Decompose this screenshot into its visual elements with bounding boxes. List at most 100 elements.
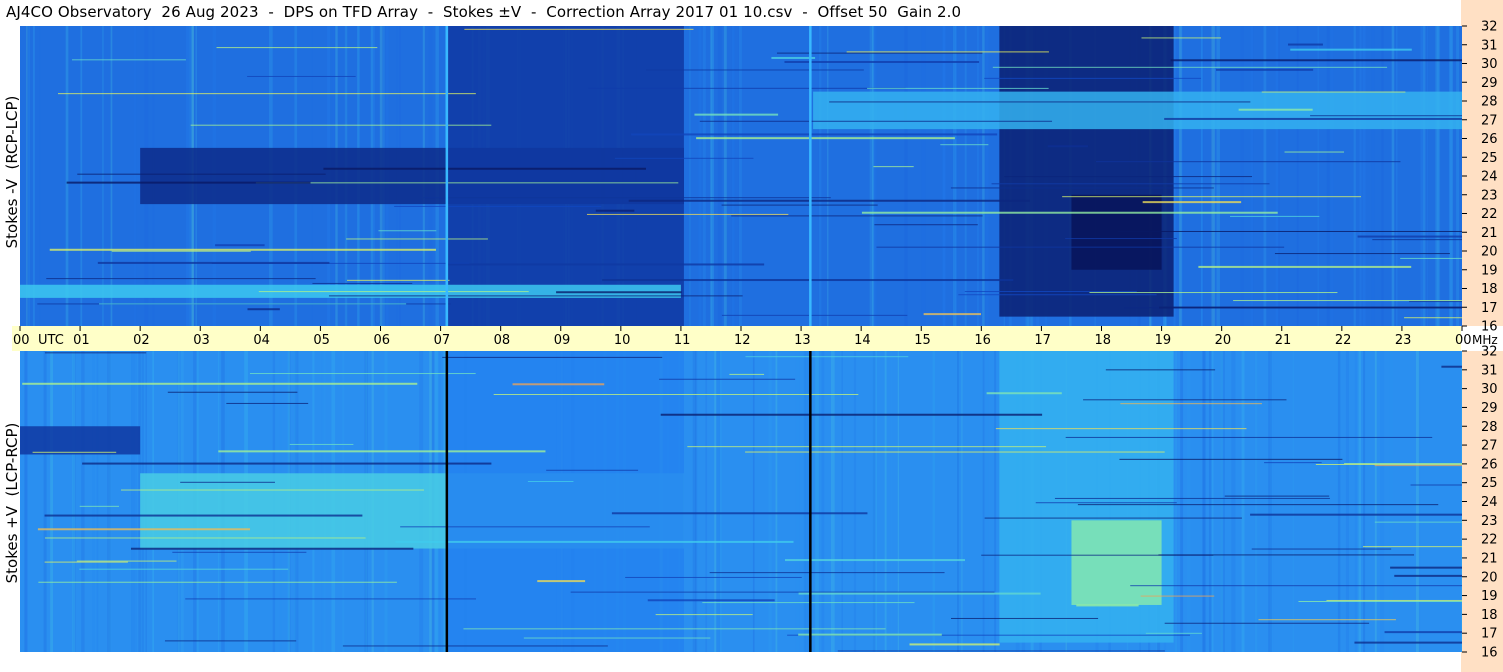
noise-streak — [102, 26, 104, 326]
interference-line — [1400, 257, 1462, 259]
noise-streak — [1180, 351, 1184, 652]
interference-line — [247, 75, 356, 77]
frequency-tick-label: 28 — [1481, 420, 1498, 435]
frequency-tick-label: 31 — [1481, 38, 1498, 53]
chart-title: AJ4CO Observatory 26 Aug 2023 - DPS on T… — [6, 3, 962, 21]
noise-streak — [1345, 351, 1349, 652]
interference-line — [1062, 196, 1361, 198]
noise-streak — [689, 26, 691, 326]
noise-streak — [1448, 26, 1453, 326]
interference-line — [395, 540, 794, 543]
frequency-tick-label: 27 — [1481, 439, 1498, 454]
noise-streak — [733, 26, 735, 326]
interference-line — [784, 559, 966, 562]
noise-streak — [1208, 351, 1212, 652]
frequency-tick-label: 24 — [1481, 170, 1498, 185]
interference-line — [1198, 265, 1412, 268]
interference-line — [694, 113, 779, 116]
noise-streak — [815, 351, 819, 652]
interference-line — [660, 413, 1043, 416]
noise-streak — [977, 26, 979, 326]
noise-streak — [716, 351, 720, 652]
interference-line — [1105, 369, 1216, 371]
frequency-tick-label: 17 — [1481, 301, 1498, 316]
interference-line — [44, 352, 147, 354]
time-marker-line — [445, 26, 449, 326]
noise-streak — [752, 351, 755, 652]
interference-line — [1251, 548, 1392, 550]
interference-line — [731, 215, 983, 217]
frequency-tick-label: 32 — [1481, 345, 1498, 360]
interference-line — [984, 517, 1242, 519]
noise-streak — [871, 26, 875, 326]
noise-streak — [1423, 26, 1426, 326]
noise-streak — [1211, 26, 1215, 326]
interference-line — [1362, 546, 1462, 548]
interference-line — [646, 69, 864, 71]
interference-line — [1159, 306, 1462, 309]
noise-streak — [50, 351, 54, 652]
interference-line — [867, 87, 1049, 89]
noise-streak — [32, 26, 35, 326]
interference-line — [876, 246, 1285, 248]
utc-tick-label: 11 — [674, 333, 691, 348]
frequency-tick-label: 31 — [1481, 363, 1498, 378]
interference-line — [1372, 239, 1462, 241]
interference-line — [1054, 497, 1330, 499]
frequency-tick-label: 16 — [1481, 646, 1498, 661]
noise-streak — [873, 26, 877, 326]
frequency-tick-label: 18 — [1481, 608, 1498, 623]
interference-line — [44, 537, 366, 539]
noise-streak — [1240, 26, 1244, 326]
noise-streak — [818, 26, 822, 326]
noise-streak — [821, 351, 825, 652]
interference-line — [614, 157, 754, 159]
interference-line — [1164, 622, 1370, 624]
interference-line — [1119, 458, 1343, 460]
spectrogram-feature — [1071, 520, 1162, 605]
interference-line — [659, 378, 796, 380]
interference-line — [787, 634, 1190, 636]
noise-streak — [71, 351, 76, 652]
frequency-tick-label: 25 — [1481, 476, 1498, 491]
interference-line — [255, 182, 679, 184]
noise-streak — [1326, 26, 1330, 326]
noise-streak — [134, 26, 137, 326]
interference-line — [873, 166, 914, 168]
utc-tick-label: 17 — [1034, 333, 1051, 348]
noise-streak — [1180, 26, 1183, 326]
noise-streak — [1418, 351, 1421, 652]
interference-line — [1287, 43, 1323, 46]
interference-line — [445, 263, 765, 266]
noise-streak — [1220, 351, 1223, 652]
frequency-tick-label: 29 — [1481, 76, 1498, 91]
frequency-tick-label: 23 — [1481, 514, 1498, 529]
utc-tick-label: 20 — [1215, 333, 1232, 348]
frequency-tick-label: 26 — [1481, 132, 1498, 147]
interference-line — [986, 392, 1062, 395]
interference-line — [655, 614, 753, 616]
interference-line — [696, 137, 955, 140]
noise-streak — [897, 351, 899, 652]
interference-line — [958, 294, 1157, 296]
interference-line — [721, 204, 878, 206]
spectrogram-feature — [1071, 194, 1162, 270]
interference-line — [1238, 108, 1313, 111]
interference-line — [289, 443, 354, 445]
noise-streak — [1363, 351, 1366, 652]
utc-tick-label: 15 — [914, 333, 931, 348]
interference-line — [442, 356, 663, 358]
interference-line — [394, 205, 602, 207]
noise-streak — [1211, 351, 1214, 652]
time-marker-line — [809, 351, 812, 652]
interference-line — [400, 526, 650, 528]
interference-line — [829, 101, 1251, 103]
frequency-tick-label: 28 — [1481, 95, 1498, 110]
noise-streak — [1254, 351, 1258, 652]
interference-line — [1384, 631, 1462, 634]
interference-line — [1258, 619, 1396, 621]
interference-line — [76, 560, 177, 562]
frequency-tick-label: 18 — [1481, 282, 1498, 297]
interference-line — [699, 120, 1053, 122]
noise-streak — [1449, 26, 1453, 326]
